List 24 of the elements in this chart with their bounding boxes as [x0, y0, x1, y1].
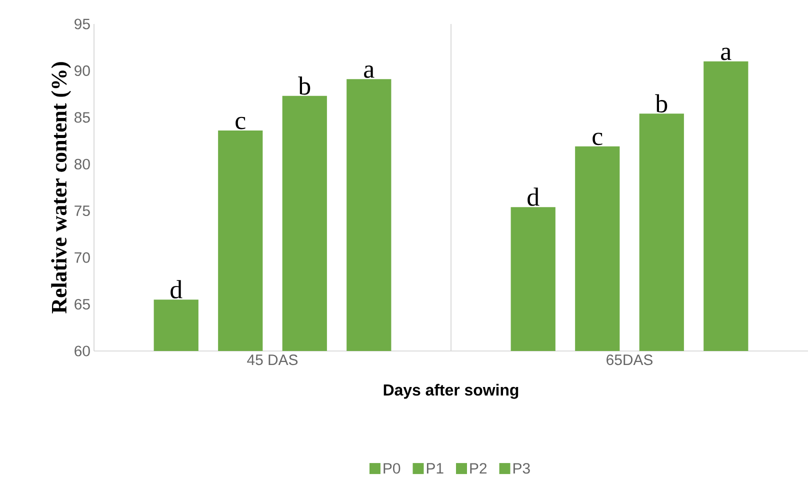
- data-label: d: [170, 280, 182, 298]
- y-tick-label: 95: [74, 18, 90, 30]
- legend-label: P3: [513, 463, 530, 474]
- y-tick-label: 60: [74, 346, 90, 356]
- x-tick-label: 45 DAS: [247, 354, 298, 366]
- legend-label: P0: [384, 463, 400, 474]
- data-label: b: [655, 94, 668, 112]
- data-label: c: [236, 116, 246, 130]
- data-label: d: [528, 188, 540, 206]
- y-tick-label: 90: [74, 65, 90, 76]
- legend-label: P2: [470, 463, 487, 474]
- y-tick-label: 85: [74, 112, 90, 123]
- y-tick-label: 70: [74, 252, 90, 263]
- x-tick-label: 65DAS: [606, 354, 652, 366]
- data-label: a: [721, 48, 732, 60]
- y-axis-title: Relative water content (%): [51, 62, 72, 314]
- x-axis-title: Days after sowing: [384, 384, 518, 399]
- data-label: c: [592, 132, 602, 146]
- data-label: b: [298, 76, 310, 95]
- y-tick-label: 75: [74, 206, 90, 216]
- y-tick-label: 80: [74, 158, 90, 170]
- legend-label: P1: [426, 463, 444, 474]
- data-label: a: [364, 66, 374, 78]
- y-tick-label: 65: [74, 298, 90, 310]
